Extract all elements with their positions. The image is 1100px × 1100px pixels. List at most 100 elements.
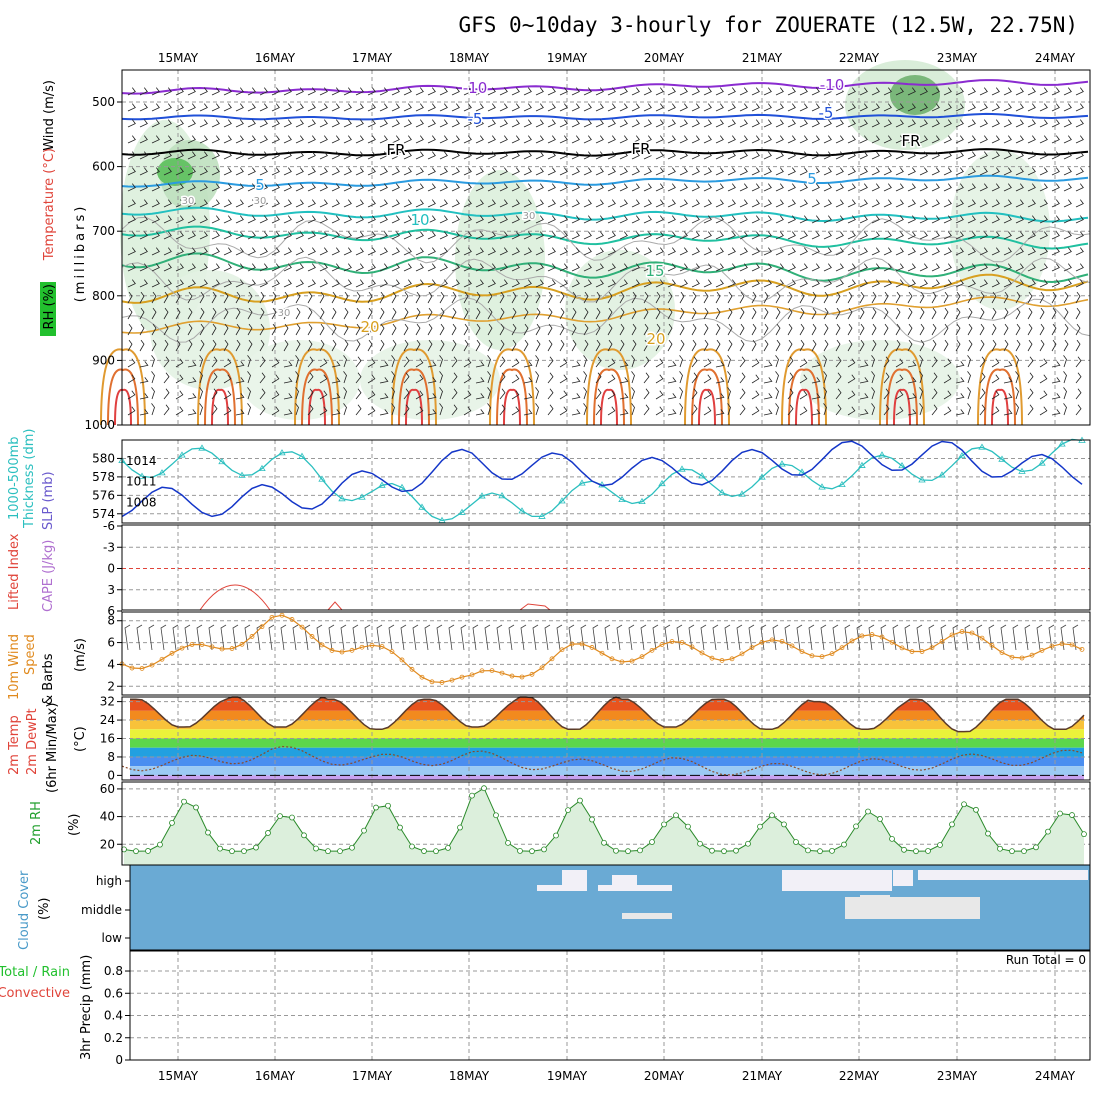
upper-wind-barb	[403, 135, 412, 144]
upper-wind-barb	[703, 119, 712, 128]
upper-wind-barb	[211, 183, 220, 192]
tick-label: 60	[100, 782, 115, 796]
wind-speed-point	[989, 643, 995, 648]
upper-wind-barb	[247, 247, 256, 256]
upper-wind-barb	[787, 263, 796, 272]
upper-wind-barb	[715, 339, 721, 352]
upper-wind-barb	[583, 323, 589, 336]
upper-wind-barb	[835, 291, 841, 304]
upper-wind-barb	[427, 167, 436, 176]
upper-wind-barb	[283, 231, 292, 240]
upper-wind-barb	[163, 199, 172, 208]
upper-wind-barb	[211, 247, 220, 256]
upper-wind-barb	[943, 307, 949, 320]
upper-wind-barb	[811, 377, 821, 384]
upper-wind-barb	[979, 119, 988, 128]
upper-wind-barb	[1039, 307, 1045, 320]
upper-wind-barb	[691, 388, 698, 400]
upper-wind-barb	[967, 87, 976, 96]
upper-wind-barb	[835, 199, 844, 208]
upper-wind-barb	[439, 119, 448, 128]
upper-wind-barb	[571, 279, 580, 288]
upper-wind-barb	[931, 247, 940, 256]
upper-wind-barb	[283, 339, 289, 352]
upper-wind-barb	[547, 151, 556, 160]
wind-speed-point	[979, 635, 985, 641]
contour-minus5	[121, 112, 1089, 121]
thickness-point	[358, 493, 366, 500]
upper-wind-barb	[475, 263, 484, 272]
upper-wind-barb	[175, 199, 184, 208]
upper-wind-barb	[187, 279, 196, 288]
upper-wind-barb	[667, 215, 676, 224]
upper-wind-barb	[667, 247, 676, 256]
upper-wind-barb	[499, 356, 506, 368]
upper-wind-barb	[871, 279, 880, 288]
upper-wind-barb	[427, 231, 436, 240]
li-curve	[327, 601, 343, 611]
upper-wind-barb	[643, 372, 650, 384]
wind-speed-point	[859, 633, 865, 639]
wind-speed-point	[1019, 655, 1025, 661]
upper-wind-barb	[775, 87, 784, 96]
upper-wind-barb	[607, 135, 616, 144]
upper-wind-barb	[763, 199, 772, 208]
upper-wind-barb	[727, 215, 736, 224]
upper-wind-barb	[991, 215, 1000, 224]
upper-wind-barb	[1027, 119, 1036, 128]
upper-wind-barb	[391, 215, 400, 224]
upper-wind-barb	[499, 87, 508, 96]
upper-wind-barb	[1027, 151, 1036, 160]
upper-wind-barb	[427, 279, 436, 288]
upper-wind-barb	[931, 291, 937, 304]
upper-wind-barb	[139, 103, 148, 112]
upper-wind-barb	[283, 135, 292, 144]
upper-wind-barb	[1027, 404, 1034, 416]
upper-wind-barb	[895, 323, 901, 336]
upper-wind-barb	[859, 103, 868, 112]
upper-wind-barb	[847, 279, 856, 288]
upper-wind-barb	[535, 183, 544, 192]
wind10-barb	[736, 624, 743, 651]
upper-wind-barb	[307, 339, 313, 352]
bl-temp-loop	[600, 388, 618, 426]
upper-wind-barb	[667, 183, 676, 192]
upper-wind-barb	[679, 215, 688, 224]
upper-wind-barb	[1027, 215, 1036, 224]
upper-wind-barb	[871, 167, 880, 176]
upper-wind-barb	[403, 291, 409, 304]
upper-wind-barb	[751, 307, 757, 320]
upper-wind-barb	[259, 119, 268, 128]
upper-wind-barb	[403, 87, 412, 96]
upper-wind-barb	[607, 183, 616, 192]
upper-wind-barb	[223, 151, 232, 160]
bottom-date-label: 17MAY	[352, 1069, 393, 1083]
bl-temp-loop	[593, 368, 625, 426]
upper-wind-barb	[967, 279, 976, 288]
upper-wind-barb	[955, 87, 964, 96]
upper-wind-barb	[547, 291, 553, 304]
thickness-point	[478, 492, 486, 499]
upper-wind-barb	[691, 356, 698, 368]
upper-wind-barb	[1039, 199, 1048, 208]
upper-wind-barb	[415, 215, 424, 224]
upper-wind-barb	[439, 103, 448, 112]
wind-speed-point	[729, 656, 735, 662]
upper-wind-barb	[331, 183, 340, 192]
upper-wind-barb	[643, 119, 652, 128]
upper-wind-barb	[883, 167, 892, 176]
wind10-barb	[304, 624, 311, 651]
upper-wind-barb	[739, 231, 748, 240]
upper-wind-barb	[895, 279, 904, 288]
upper-wind-barb	[883, 279, 892, 288]
upper-wind-barb	[631, 87, 640, 96]
upper-wind-barb	[811, 87, 820, 96]
upper-wind-barb	[355, 307, 361, 320]
temp-band	[130, 729, 1084, 739]
upper-wind-barb	[463, 263, 472, 272]
wind-speed-point	[439, 680, 445, 685]
upper-wind-barb	[1015, 231, 1024, 240]
upper-wind-barb	[607, 151, 616, 160]
upper-wind-barb	[247, 323, 253, 336]
upper-wind-barb	[355, 372, 362, 384]
